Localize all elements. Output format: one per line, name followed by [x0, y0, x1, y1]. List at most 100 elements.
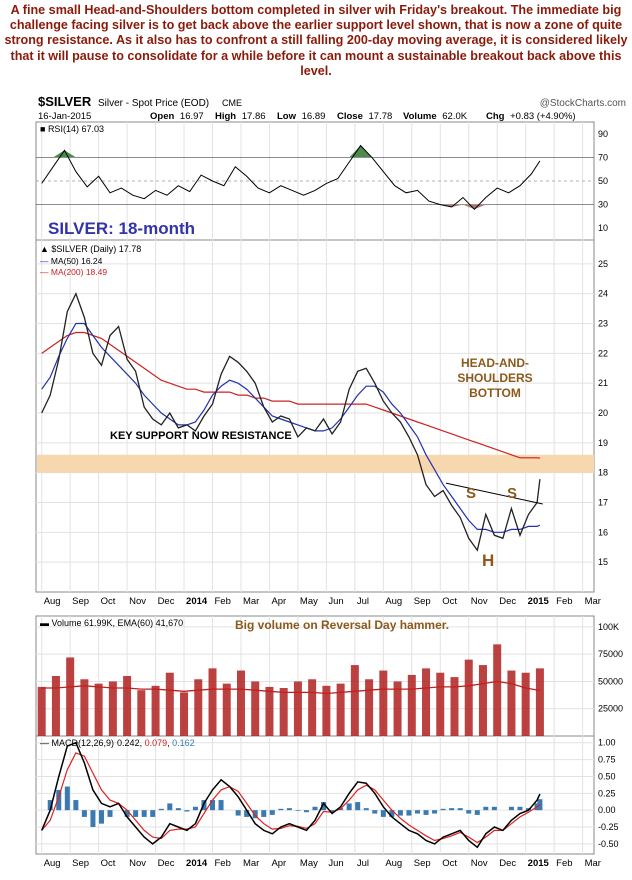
rsi-tick-label: 50 [598, 176, 608, 186]
macd-tick-label: 0.75 [598, 755, 616, 765]
x-axis-label: Feb [556, 858, 572, 869]
x-axis-label: Jun [328, 596, 343, 607]
resistance-zone [37, 454, 594, 473]
x-axis-label: Oct [442, 858, 457, 869]
volume-bar [51, 676, 60, 736]
macd-histogram-bar [175, 808, 181, 811]
volume-bar [450, 677, 459, 736]
macd-histogram-bar [432, 810, 438, 814]
volume-bar [108, 681, 117, 736]
volume-tick-label: 75000 [598, 649, 623, 659]
volume-bar [222, 683, 231, 736]
head-label: H [482, 551, 494, 570]
volume-bar [123, 676, 132, 736]
macd-histogram-bar [483, 806, 489, 811]
rsi-tick-label: 10 [598, 223, 608, 233]
rsi-tick-label: 70 [598, 152, 608, 162]
x-axis-label: Aug [44, 858, 61, 869]
volume-bar [407, 674, 416, 736]
macd-histogram-bar [73, 800, 79, 811]
macd-histogram-bar [244, 810, 250, 817]
volume-bar [279, 688, 288, 736]
macd-histogram-bar [537, 799, 543, 811]
x-axis-label: Apr [271, 596, 286, 607]
ma50-line [41, 322, 541, 533]
macd-histogram-bar [90, 810, 96, 828]
ma50-legend: — MA(50) 16.24 [40, 256, 103, 266]
header-date: 16-Jan-2015 [38, 111, 91, 122]
svg-text:Open 16.97 High 17: Open 16.97 High 17.86 Low 16.89 Close 17… [150, 111, 576, 122]
volume-bar [436, 672, 445, 736]
macd-histogram-bar [167, 803, 173, 811]
volume-bar [165, 672, 174, 736]
macd-histogram-bar [363, 808, 369, 811]
volume-bar [393, 681, 402, 736]
macd-histogram-bar [47, 800, 53, 811]
volume-legend: ▬ Volume 61.99K, EMA(60) 41,670 [40, 618, 183, 628]
rsi-tick-label: 90 [598, 129, 608, 139]
rsi-legend: ■ RSI(14) 67.03 [40, 124, 104, 134]
macd-histogram-bar [98, 810, 104, 824]
x-axis-label: Apr [271, 858, 286, 869]
hs-label-line3: BOTTOM [469, 386, 521, 400]
macd-line [41, 741, 541, 849]
volume-bar [336, 683, 345, 736]
x-axis-label: Nov [129, 596, 146, 607]
price-panel [35, 239, 595, 593]
price-tick-label: 19 [598, 438, 608, 448]
volume-bar [251, 681, 260, 736]
macd-histogram-bar [457, 808, 463, 811]
volume-bar [365, 679, 374, 736]
volume-bar [493, 644, 502, 736]
hs-label-line2: SHOULDERS [457, 371, 532, 385]
macd-tick-label: -0.25 [598, 822, 619, 832]
macd-histogram-bar [210, 800, 216, 811]
macd-histogram-bar [466, 810, 472, 814]
x-axis-label: Dec [158, 596, 175, 607]
macd-histogram-bar [261, 810, 267, 817]
x-axis-label: Sep [72, 858, 89, 869]
volume-value: 62.0K [442, 111, 467, 122]
x-axis-label: 2015 [528, 858, 550, 869]
macd-histogram-bar [449, 808, 455, 811]
chg-label: Chg [486, 111, 505, 122]
x-axis-label: Sep [414, 858, 431, 869]
high-value: 17.86 [242, 111, 266, 122]
macd-histogram-bar [491, 806, 497, 811]
macd-tick-label: -0.50 [598, 839, 619, 849]
macd-histogram-bar [423, 810, 429, 815]
macd-tick-label: 1.00 [598, 738, 616, 748]
macd-histogram-bar [406, 810, 412, 816]
silver-chart: $SILVER Silver - Spot Price (EOD) CME @S… [35, 94, 626, 869]
x-axis-label: Dec [499, 858, 516, 869]
macd-legend: — MACD(12,26,9) 0.242, 0.079, 0.162 [40, 738, 195, 748]
x-axis-label: May [300, 858, 318, 869]
volume-bar [308, 679, 317, 736]
macd-histogram-bar [508, 806, 514, 811]
macd-histogram-bar [355, 802, 361, 811]
x-axis-label: Sep [414, 596, 431, 607]
volume-bar [236, 670, 245, 736]
chart-title-annotation: SILVER: 18-month [48, 219, 195, 238]
support-label: KEY SUPPORT NOW RESISTANCE [110, 430, 292, 442]
volume-bar [37, 686, 46, 736]
x-axis-label: Jul [357, 858, 369, 869]
price-tick-label: 25 [598, 259, 608, 269]
open-value: 16.97 [180, 111, 204, 122]
macd-histogram-bar [517, 806, 523, 811]
x-axis-label: Oct [101, 596, 116, 607]
macd-histogram-bar [133, 810, 139, 817]
volume-note: Big volume on Reversal Day hammer. [235, 618, 449, 632]
header-exchange: CME [222, 98, 242, 108]
volume-bar [379, 670, 388, 736]
x-axis-label: Jul [357, 596, 369, 607]
volume-bar [350, 665, 359, 736]
x-axis-label: Mar [585, 858, 601, 869]
macd-histogram-bar [218, 800, 224, 811]
x-axis-label: Sep [72, 596, 89, 607]
open-label: Open [150, 111, 174, 122]
stockcharts-watermark: @StockCharts.com [540, 98, 626, 109]
price-tick-label: 16 [598, 527, 608, 537]
macd-histogram-bar [389, 810, 395, 817]
macd-histogram-bar [440, 808, 446, 811]
